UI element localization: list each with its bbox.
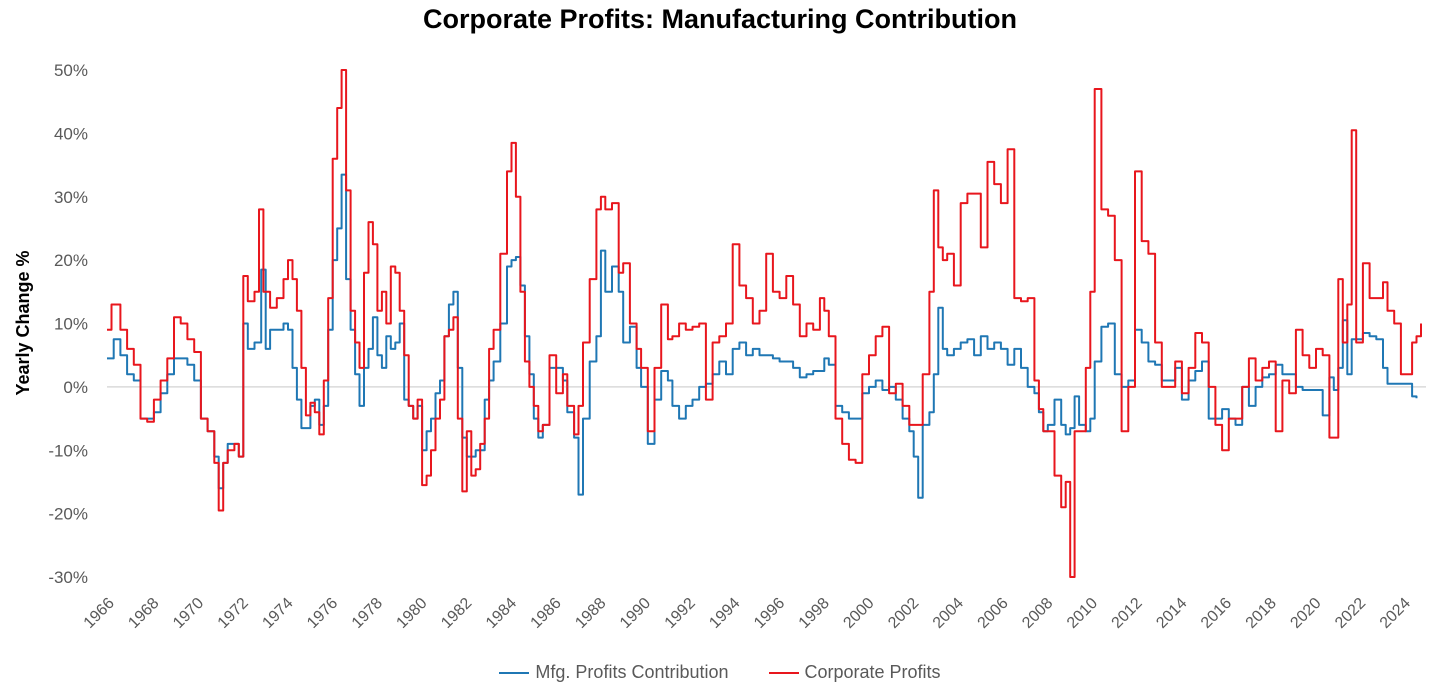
x-tick-label: 1978 xyxy=(349,595,386,632)
x-tick-label: 2002 xyxy=(885,595,922,632)
legend-swatch xyxy=(499,671,530,674)
legend-item: Corporate Profits xyxy=(768,662,941,683)
x-tick-label: 1998 xyxy=(796,595,833,632)
y-tick-label: 30% xyxy=(54,188,88,207)
y-axis-ticks: -30% -20% -10% 0% 10% 20% 30% 40% 50% xyxy=(48,61,88,587)
x-tick-label: 1990 xyxy=(617,595,654,632)
x-tick-label: 2016 xyxy=(1198,595,1235,632)
y-tick-label: 10% xyxy=(54,315,88,334)
legend-item: Mfg. Profits Contribution xyxy=(499,662,729,683)
y-tick-label: -20% xyxy=(48,505,88,524)
x-tick-label: 2022 xyxy=(1332,595,1369,632)
x-tick-label: 2000 xyxy=(840,595,877,632)
x-tick-label: 2012 xyxy=(1109,595,1146,632)
x-tick-label: 2010 xyxy=(1064,595,1101,632)
y-tick-label: 40% xyxy=(54,124,88,143)
x-tick-label: 1976 xyxy=(304,595,341,632)
x-tick-label: 2020 xyxy=(1287,595,1324,632)
legend-label: Mfg. Profits Contribution xyxy=(535,662,729,682)
series-line-mfg-profits-contribution xyxy=(107,173,1418,499)
x-tick-label: 1982 xyxy=(438,595,475,632)
x-tick-label: 2024 xyxy=(1377,595,1414,632)
x-tick-label: 1996 xyxy=(751,595,788,632)
x-tick-label: 1966 xyxy=(81,595,118,632)
x-tick-label: 1974 xyxy=(259,595,296,632)
legend-swatch xyxy=(768,671,799,674)
series-line-corporate-profits xyxy=(107,69,1422,578)
chart-title: Corporate Profits: Manufacturing Contrib… xyxy=(423,4,1017,34)
legend-label: Corporate Profits xyxy=(804,662,941,682)
y-tick-label: 50% xyxy=(54,61,88,80)
x-tick-label: 1984 xyxy=(483,595,520,632)
x-tick-label: 2014 xyxy=(1153,595,1190,632)
legend: Mfg. Profits Contribution Corporate Profi… xyxy=(0,662,1440,683)
x-tick-label: 1968 xyxy=(125,595,162,632)
y-tick-label: -30% xyxy=(48,568,88,587)
x-tick-label: 1994 xyxy=(706,595,743,632)
x-tick-label: 2018 xyxy=(1243,595,1280,632)
y-tick-label: 20% xyxy=(54,251,88,270)
x-axis-ticks: 1966 1968 1970 1972 1974 1976 1978 1980 1982 1984… xyxy=(81,595,1414,632)
y-tick-label: 0% xyxy=(63,378,88,397)
x-tick-label: 1986 xyxy=(528,595,565,632)
x-tick-label: 2006 xyxy=(975,595,1012,632)
y-tick-label: -10% xyxy=(48,441,88,460)
x-tick-label: 2008 xyxy=(1019,595,1056,632)
x-tick-label: 1992 xyxy=(662,595,699,632)
x-tick-label: 1980 xyxy=(393,595,430,632)
y-axis-label: Yearly Change % xyxy=(13,250,33,395)
series-group xyxy=(107,69,1422,578)
x-tick-label: 1970 xyxy=(170,595,207,632)
x-tick-label: 2004 xyxy=(930,595,967,632)
x-tick-label: 1972 xyxy=(215,595,252,632)
x-tick-label: 1988 xyxy=(572,595,609,632)
